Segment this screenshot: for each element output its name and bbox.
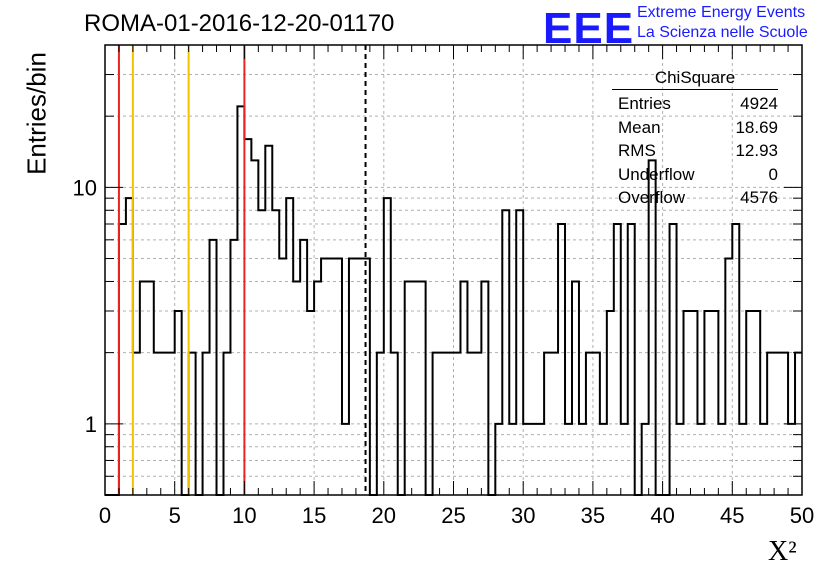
logo-line-1: Extreme Energy Events [637, 4, 806, 21]
x-tick-label: 10 [232, 503, 256, 528]
stats-row-mean: Mean 18.69 [612, 116, 778, 140]
stats-label: Mean [618, 117, 661, 137]
y-tick-label: 1 [85, 412, 97, 437]
stats-label: Overflow [618, 188, 686, 207]
histogram-series [105, 105, 802, 496]
stats-value: 18.69 [735, 117, 778, 137]
y-axis-label: Entries/bin [21, 52, 52, 175]
stats-row-entries: Entries 4924 [612, 92, 778, 116]
y-axis: 1 10 [73, 44, 802, 496]
x-tick-label: 25 [441, 503, 465, 528]
eee-logo: EEE [543, 4, 635, 53]
stats-title: ChiSquare [612, 68, 778, 90]
x-axis-label: X² [768, 536, 797, 567]
stats-row-rms: RMS 12.93 [612, 139, 778, 163]
stats-label: RMS [618, 141, 656, 160]
x-axis: 0 5 10 15 20 25 30 35 40 45 50 [99, 45, 814, 528]
x-tick-label: 40 [650, 503, 674, 528]
x-tick-label: 45 [720, 503, 744, 528]
histogram-step-line [105, 105, 802, 496]
stats-value: 0 [768, 164, 778, 184]
stats-row-overflow: Overflow 4576 [612, 186, 778, 210]
y-tick-label: 10 [73, 175, 97, 200]
x-tick-label: 5 [169, 503, 181, 528]
x-tick-label: 20 [372, 503, 396, 528]
stats-label: Underflow [618, 164, 695, 184]
x-tick-label: 30 [511, 503, 535, 528]
x-tick-label: 0 [99, 503, 111, 528]
stats-label: Entries [618, 94, 671, 113]
logo-line-2: La Scienza nelle Scuole [637, 24, 808, 41]
stats-box: ChiSquare Entries 4924 Mean 18.69 RMS 12… [612, 68, 778, 210]
x-tick-label: 35 [581, 503, 605, 528]
stats-value: 4576 [740, 188, 778, 207]
x-tick-label: 15 [302, 503, 326, 528]
chart-title: ROMA-01-2016-12-20-01170 [84, 10, 395, 37]
reference-lines [117, 45, 367, 495]
x-tick-label: 50 [790, 503, 814, 528]
stats-value: 4924 [740, 94, 778, 113]
stats-value: 12.93 [735, 141, 778, 160]
stats-row-underflow: Underflow 0 [612, 163, 778, 187]
